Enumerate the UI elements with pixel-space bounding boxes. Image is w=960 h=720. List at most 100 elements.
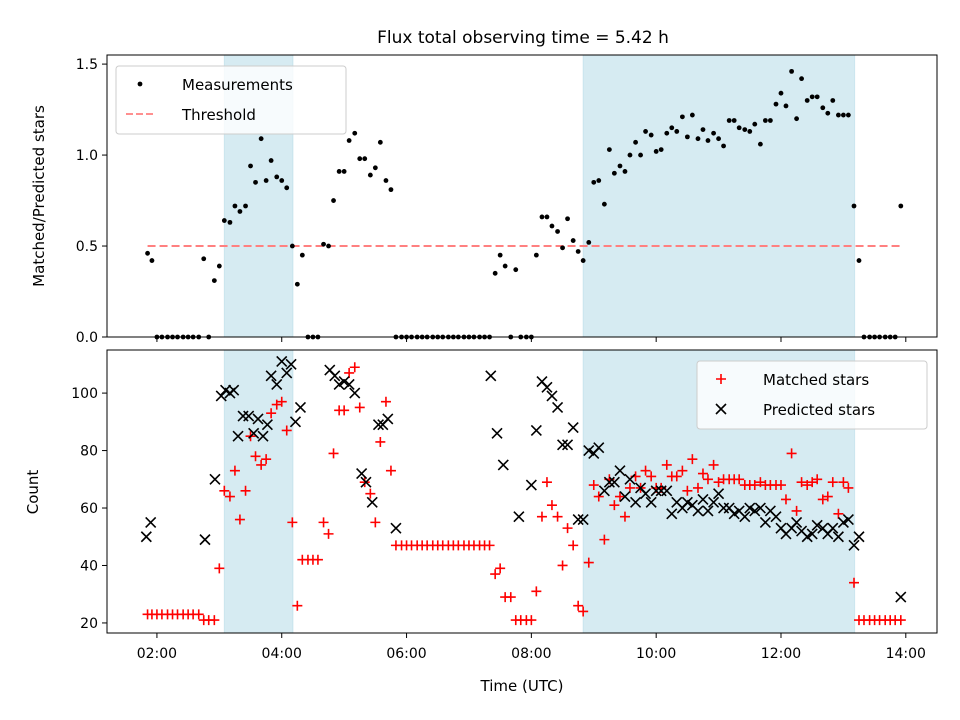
data-point — [627, 152, 633, 158]
data-point — [708, 496, 720, 508]
y-tick-label: 0.0 — [76, 330, 98, 346]
data-point — [611, 170, 617, 176]
data-point — [697, 468, 708, 479]
count-panel: 02:00 04:00 06:00 08:00 10:00 12:00 14:00 20 40 6… — [24, 349, 938, 662]
data-point — [561, 439, 574, 451]
data-point — [661, 485, 673, 497]
data-point — [349, 362, 360, 373]
data-point — [573, 600, 584, 611]
data-point — [284, 185, 290, 191]
data-point — [343, 378, 355, 391]
legend-marker — [715, 403, 727, 415]
data-point — [294, 281, 300, 287]
data-point — [695, 136, 701, 142]
data-point — [856, 258, 862, 263]
legend-label: Matched stars — [763, 371, 869, 389]
ratio-y-axis-label: Matched/Predicted stars — [30, 105, 48, 287]
data-point — [360, 476, 372, 488]
data-point — [366, 496, 378, 508]
y-tick-label: 80 — [80, 444, 98, 460]
data-point — [830, 98, 836, 103]
data-point — [215, 390, 227, 402]
data-point — [794, 116, 799, 122]
y-tick-label: 1.5 — [76, 57, 98, 73]
data-point — [711, 130, 716, 136]
y-tick-label: 1.0 — [76, 148, 98, 164]
data-point — [539, 214, 545, 220]
data-point — [193, 609, 204, 620]
data-point — [845, 112, 851, 118]
data-point — [726, 118, 732, 123]
data-point — [603, 476, 615, 488]
data-point — [609, 500, 620, 511]
data-point — [586, 239, 592, 245]
y-tick-label: 40 — [80, 558, 98, 574]
data-point — [835, 112, 841, 118]
data-point — [253, 179, 258, 185]
data-point — [822, 491, 833, 502]
data-point — [716, 136, 721, 142]
data-point — [812, 474, 823, 485]
data-point — [898, 203, 904, 209]
data-point — [258, 136, 264, 142]
data-point — [583, 444, 595, 457]
data-point — [505, 592, 516, 603]
data-point — [650, 485, 662, 497]
data-point — [633, 139, 638, 145]
data-point — [767, 118, 773, 123]
data-point — [778, 90, 784, 96]
y-tick-label: 60 — [80, 501, 98, 517]
data-point — [591, 179, 597, 185]
data-point — [382, 413, 394, 425]
data-point — [570, 238, 576, 243]
data-point — [708, 459, 719, 470]
data-point — [248, 163, 253, 169]
legend-label: Measurements — [182, 76, 293, 94]
data-point — [689, 112, 695, 118]
data-point — [513, 267, 519, 273]
data-point — [731, 118, 737, 123]
data-point — [617, 163, 623, 169]
data-point — [895, 591, 907, 603]
data-point — [502, 263, 508, 269]
data-point — [549, 223, 555, 229]
data-point — [775, 480, 786, 491]
data-point — [544, 214, 550, 220]
data-point — [365, 488, 376, 499]
data-point — [721, 143, 726, 149]
data-point — [339, 405, 350, 416]
data-point — [700, 127, 706, 132]
data-point — [684, 134, 690, 140]
data-point — [599, 534, 610, 545]
data-point — [806, 528, 818, 540]
data-point — [608, 476, 620, 488]
data-point — [201, 256, 207, 262]
data-point — [577, 513, 589, 526]
series-matched-stars — [142, 362, 906, 626]
data-point — [754, 502, 766, 514]
data-point — [749, 480, 760, 491]
data-point — [780, 494, 791, 505]
y-tick-label: 0.5 — [76, 239, 98, 255]
x-tick-label: 10:00 — [636, 646, 676, 662]
data-point — [601, 201, 607, 207]
data-point — [840, 112, 846, 118]
data-point — [606, 147, 612, 153]
data-point — [299, 252, 305, 258]
x-tick-label: 04:00 — [262, 646, 302, 662]
data-point — [786, 448, 797, 459]
data-point — [757, 141, 763, 147]
data-point — [229, 465, 240, 476]
data-point — [359, 477, 370, 488]
data-point — [294, 401, 307, 414]
data-point — [702, 505, 714, 517]
data-point — [742, 127, 748, 132]
data-point — [791, 505, 802, 516]
data-point — [232, 203, 238, 209]
data-point — [645, 496, 657, 508]
data-point — [321, 241, 326, 247]
data-point — [560, 245, 565, 251]
data-point — [341, 169, 347, 174]
data-point — [567, 422, 579, 434]
data-point — [268, 158, 274, 163]
